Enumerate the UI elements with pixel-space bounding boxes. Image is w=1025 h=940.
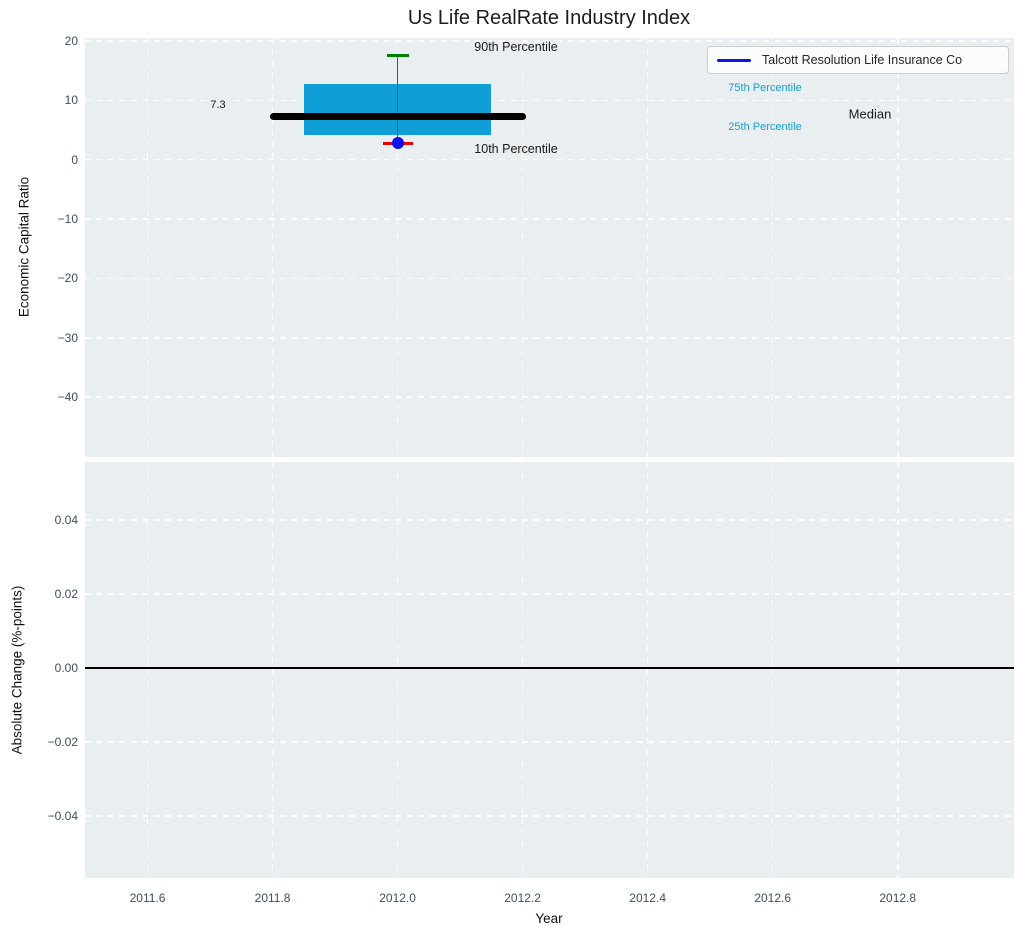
company-marker-dot	[391, 137, 404, 150]
top-y-tick-label: −10	[57, 212, 78, 226]
gridline-vertical	[396, 462, 399, 878]
x-tick-label: 2011.8	[254, 891, 291, 905]
gridline-vertical	[646, 38, 649, 457]
top-plot-area	[85, 38, 1014, 457]
bottom-plot-area	[85, 462, 1014, 878]
top-y-tick-label: 10	[64, 93, 78, 108]
gridline-horizontal	[85, 519, 1014, 521]
gridline-vertical	[146, 38, 149, 457]
gridline-vertical	[771, 38, 774, 457]
p25-label: 25th Percentile	[728, 121, 802, 133]
x-tick-label: 2012.6	[754, 891, 792, 905]
gridline-horizontal	[85, 815, 1014, 817]
bottom-y-tick-label: 0.02	[54, 587, 78, 601]
gridline-horizontal	[85, 158, 1014, 161]
gridline-horizontal	[85, 40, 1014, 42]
chart-title: Us Life RealRate Industry Index	[407, 7, 691, 29]
gridline-vertical	[521, 38, 524, 457]
p90-label: 90th Percentile	[474, 40, 558, 54]
gridline-vertical	[896, 38, 899, 457]
gridline-vertical	[896, 462, 899, 878]
legend-label: Talcott Resolution Life Insurance Co	[762, 53, 963, 67]
bottom-y-axis-label: Absolute Change (%-points)	[9, 585, 25, 755]
gridline-vertical	[271, 462, 274, 878]
p75-label: 75th Percentile	[728, 82, 802, 94]
gridline-horizontal	[85, 396, 1014, 398]
top-y-tick-label: −30	[57, 330, 78, 345]
gridline-vertical	[146, 462, 149, 878]
p10-label: 10th Percentile	[474, 142, 558, 156]
x-tick-label: 2012.4	[629, 891, 666, 905]
top-y-tick-label: −40	[57, 390, 78, 405]
whisker-line	[396, 55, 399, 144]
bottom-y-tick-label: 0.00	[54, 660, 78, 675]
gridline-horizontal	[85, 277, 1014, 280]
median-label: Median	[848, 106, 892, 122]
median-line	[269, 112, 526, 120]
top-y-axis-label: Economic Capital Ratio	[16, 176, 32, 318]
legend-line-sample	[717, 58, 751, 62]
bottom-y-tick-label: −0.02	[47, 734, 78, 749]
x-tick-label: 2012.2	[504, 891, 541, 905]
p90-whisker-cap	[386, 54, 409, 58]
legend: Talcott Resolution Life Insurance Co	[707, 46, 1009, 74]
x-tick-label: 2011.6	[129, 891, 166, 905]
gridline-vertical	[646, 462, 649, 878]
bottom-y-tick-label: 0.04	[54, 513, 78, 528]
gridline-vertical	[521, 462, 524, 878]
x-tick-label: 2012.0	[379, 891, 416, 905]
top-y-tick-label: 20	[64, 33, 78, 48]
gridline-horizontal	[85, 593, 1014, 595]
top-y-tick-label: −20	[57, 271, 78, 286]
x-tick-label: 2012.8	[879, 891, 917, 905]
gridline-vertical	[396, 38, 399, 457]
gridline-horizontal	[85, 218, 1014, 220]
gridline-horizontal	[85, 99, 1014, 102]
gridline-vertical	[771, 462, 774, 878]
gridline-horizontal	[85, 336, 1014, 339]
gridline-horizontal	[85, 741, 1014, 743]
median-value-label: 7.3	[210, 99, 226, 111]
top-y-tick-label: 0	[71, 152, 78, 167]
gridline-vertical	[271, 38, 274, 457]
zero-line	[85, 666, 1014, 669]
bottom-y-tick-label: −0.04	[47, 808, 78, 823]
x-axis-label: Year	[535, 911, 563, 926]
